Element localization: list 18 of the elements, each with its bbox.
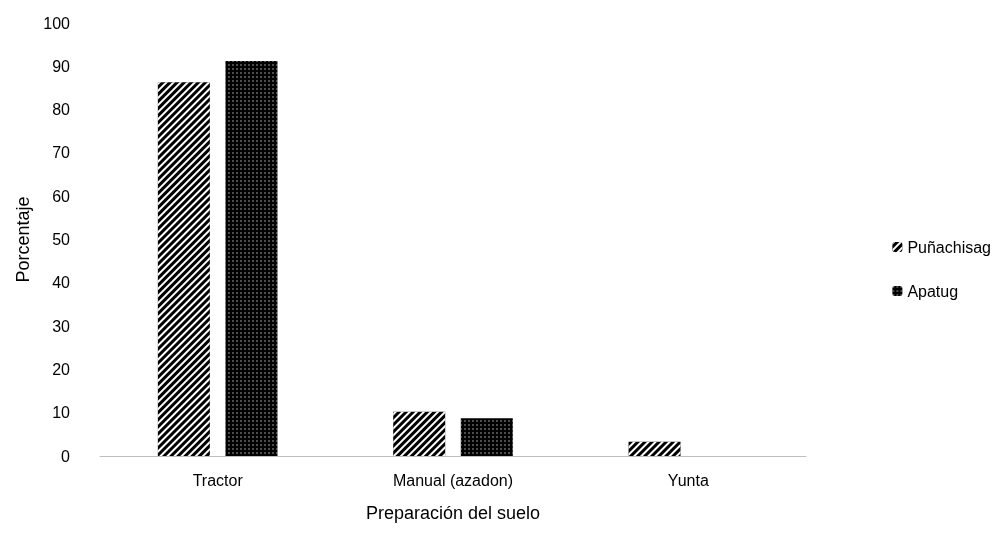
x-tick-label: Yunta	[667, 471, 709, 489]
y-tick-label: 20	[52, 360, 71, 378]
y-tick-label: 10	[52, 404, 71, 422]
y-tick-label: 90	[52, 57, 71, 75]
x-tick-label: Manual (azadon)	[392, 471, 514, 489]
y-tick-label: 0	[61, 447, 71, 465]
y-tick-label: 40	[52, 274, 71, 292]
legend-label: Apatug	[907, 282, 959, 300]
y-tick-label: 60	[52, 187, 71, 205]
y-tick-label: 30	[52, 317, 71, 335]
y-tick-label: 70	[52, 144, 71, 162]
x-axis-title: Preparación del suelo	[365, 503, 541, 523]
y-tick-label: 100	[43, 14, 71, 32]
legend-label: Puñachisag	[907, 238, 992, 256]
y-tick-label: 80	[52, 101, 71, 119]
x-tick-label: Tractor	[192, 471, 244, 489]
y-tick-label: 50	[52, 231, 71, 248]
y-axis-title: Porcentaje	[13, 196, 34, 283]
